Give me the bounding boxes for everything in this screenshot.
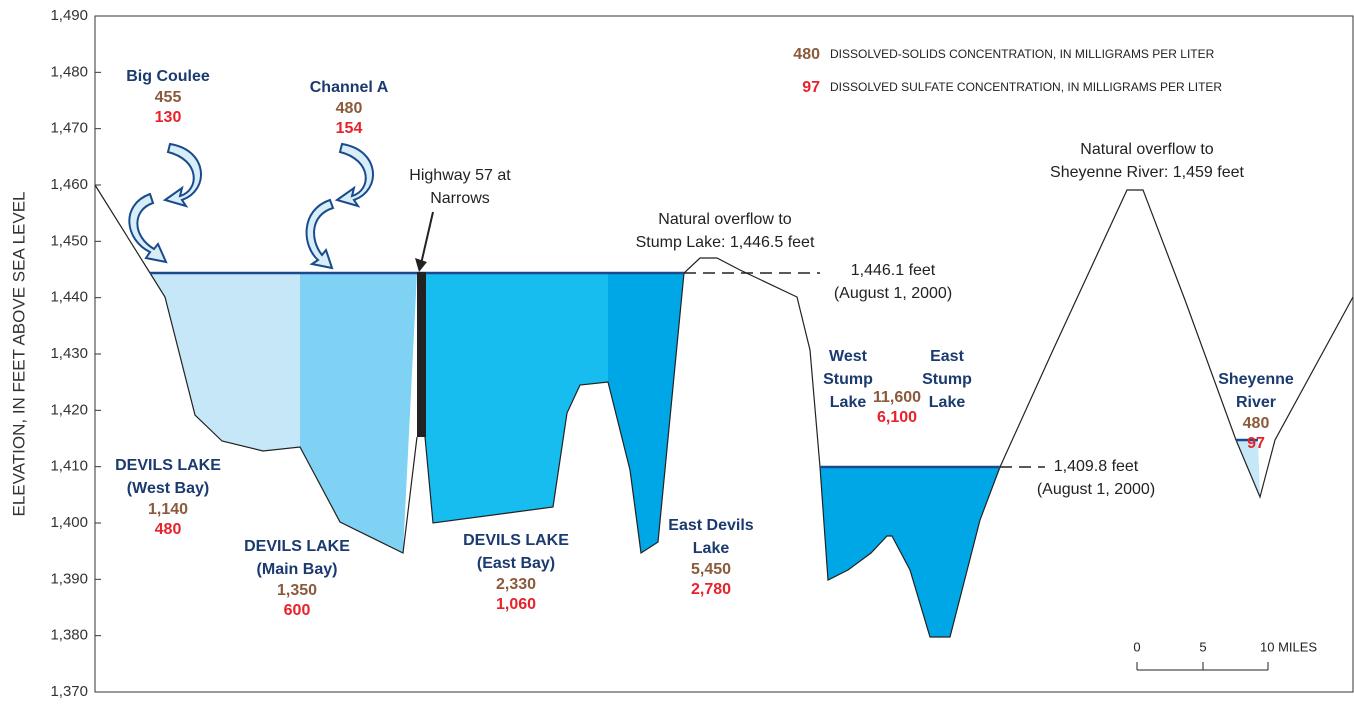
dissolved-solids: 2,330 bbox=[496, 576, 536, 593]
site-name: East bbox=[930, 348, 964, 365]
ground-profile bbox=[424, 189, 1354, 638]
main-bay-water bbox=[300, 273, 417, 553]
annotation: Stump Lake: 1,446.5 feet bbox=[636, 234, 815, 251]
dissolved-solids: 1,140 bbox=[148, 501, 188, 518]
legend-value: 97 bbox=[802, 79, 820, 96]
dissolved-sulfate: 130 bbox=[155, 109, 182, 126]
dissolved-sulfate: 97 bbox=[1247, 435, 1265, 452]
inflow-arrows bbox=[128, 142, 375, 270]
y-tick-label: 1,480 bbox=[50, 63, 88, 80]
dissolved-solids: 455 bbox=[155, 89, 182, 106]
dissolved-sulfate: 1,060 bbox=[496, 596, 536, 613]
annotation: Highway 57 at bbox=[409, 167, 511, 184]
site-name: Lake bbox=[830, 394, 867, 411]
y-tick-label: 1,470 bbox=[50, 120, 88, 137]
y-tick-label: 1,380 bbox=[50, 627, 88, 644]
annotation: 1,409.8 feet bbox=[1054, 458, 1139, 475]
dissolved-sulfate: 6,100 bbox=[877, 409, 917, 426]
annotation: Natural overflow to bbox=[1080, 141, 1213, 158]
annotation: 1,446.1 feet bbox=[851, 262, 936, 279]
dissolved-solids: 5,450 bbox=[691, 561, 731, 578]
y-tick-label: 1,460 bbox=[50, 176, 88, 193]
y-tick-label: 1,430 bbox=[50, 345, 88, 362]
site-name: Lake bbox=[929, 394, 966, 411]
site-name: DEVILS LAKE bbox=[115, 457, 221, 474]
east-bay-water bbox=[425, 273, 608, 523]
y-tick-label: 1,440 bbox=[50, 289, 88, 306]
dissolved-sulfate: 154 bbox=[336, 120, 363, 137]
legend-value: 480 bbox=[793, 46, 820, 63]
legend-text: DISSOLVED SULFATE CONCENTRATION, IN MILL… bbox=[830, 80, 1222, 94]
site-name: (East Bay) bbox=[477, 555, 555, 572]
west-bay-water bbox=[150, 273, 300, 451]
site-name: (Main Bay) bbox=[257, 561, 338, 578]
site-name: East Devils bbox=[668, 517, 753, 534]
dissolved-solids: 1,350 bbox=[277, 582, 317, 599]
dissolved-solids: 480 bbox=[336, 100, 363, 117]
scale-label: 5 bbox=[1199, 639, 1206, 654]
highway-57 bbox=[417, 272, 426, 437]
dissolved-sulfate: 2,780 bbox=[691, 581, 731, 598]
annotation: Narrows bbox=[430, 190, 490, 207]
site-name: Sheyenne bbox=[1218, 371, 1294, 388]
y-tick-label: 1,450 bbox=[50, 232, 88, 249]
pointer bbox=[420, 211, 434, 265]
y-tick-label: 1,410 bbox=[50, 458, 88, 475]
stump-lake-water bbox=[820, 467, 1000, 637]
dissolved-solids: 11,600 bbox=[873, 389, 921, 406]
site-name: Channel A bbox=[310, 79, 389, 96]
annotation: Sheyenne River: 1,459 feet bbox=[1050, 164, 1244, 181]
pointer-head bbox=[415, 258, 427, 272]
site-name: (West Bay) bbox=[127, 480, 209, 497]
y-tick-label: 1,490 bbox=[50, 7, 88, 24]
annotation: (August 1, 2000) bbox=[1037, 481, 1155, 498]
y-tick-label: 1,390 bbox=[50, 570, 88, 587]
axis-title: ELEVATION, IN FEET ABOVE SEA LEVEL bbox=[9, 191, 28, 516]
y-tick-label: 1,420 bbox=[50, 401, 88, 418]
annotation: (August 1, 2000) bbox=[834, 285, 952, 302]
site-name: Stump bbox=[922, 371, 972, 388]
site-name: Lake bbox=[693, 540, 730, 557]
ground-profile bbox=[94, 184, 418, 554]
dissolved-sulfate: 600 bbox=[284, 602, 311, 619]
site-name: DEVILS LAKE bbox=[463, 532, 569, 549]
y-tick-label: 1,370 bbox=[50, 683, 88, 700]
site-name: Stump bbox=[823, 371, 873, 388]
scale-label: 0 bbox=[1133, 639, 1140, 654]
dissolved-solids: 480 bbox=[1243, 415, 1270, 432]
site-name: Big Coulee bbox=[126, 68, 210, 85]
east-devils-water bbox=[608, 273, 684, 553]
annotation: Natural overflow to bbox=[658, 211, 791, 228]
site-name: DEVILS LAKE bbox=[244, 538, 350, 555]
y-tick-label: 1,400 bbox=[50, 514, 88, 531]
site-name: West bbox=[829, 348, 868, 365]
site-name: River bbox=[1236, 394, 1276, 411]
legend-text: DISSOLVED-SOLIDS CONCENTRATION, IN MILLI… bbox=[830, 47, 1215, 61]
scale-label: 10 MILES bbox=[1260, 639, 1317, 654]
dissolved-sulfate: 480 bbox=[155, 521, 182, 538]
